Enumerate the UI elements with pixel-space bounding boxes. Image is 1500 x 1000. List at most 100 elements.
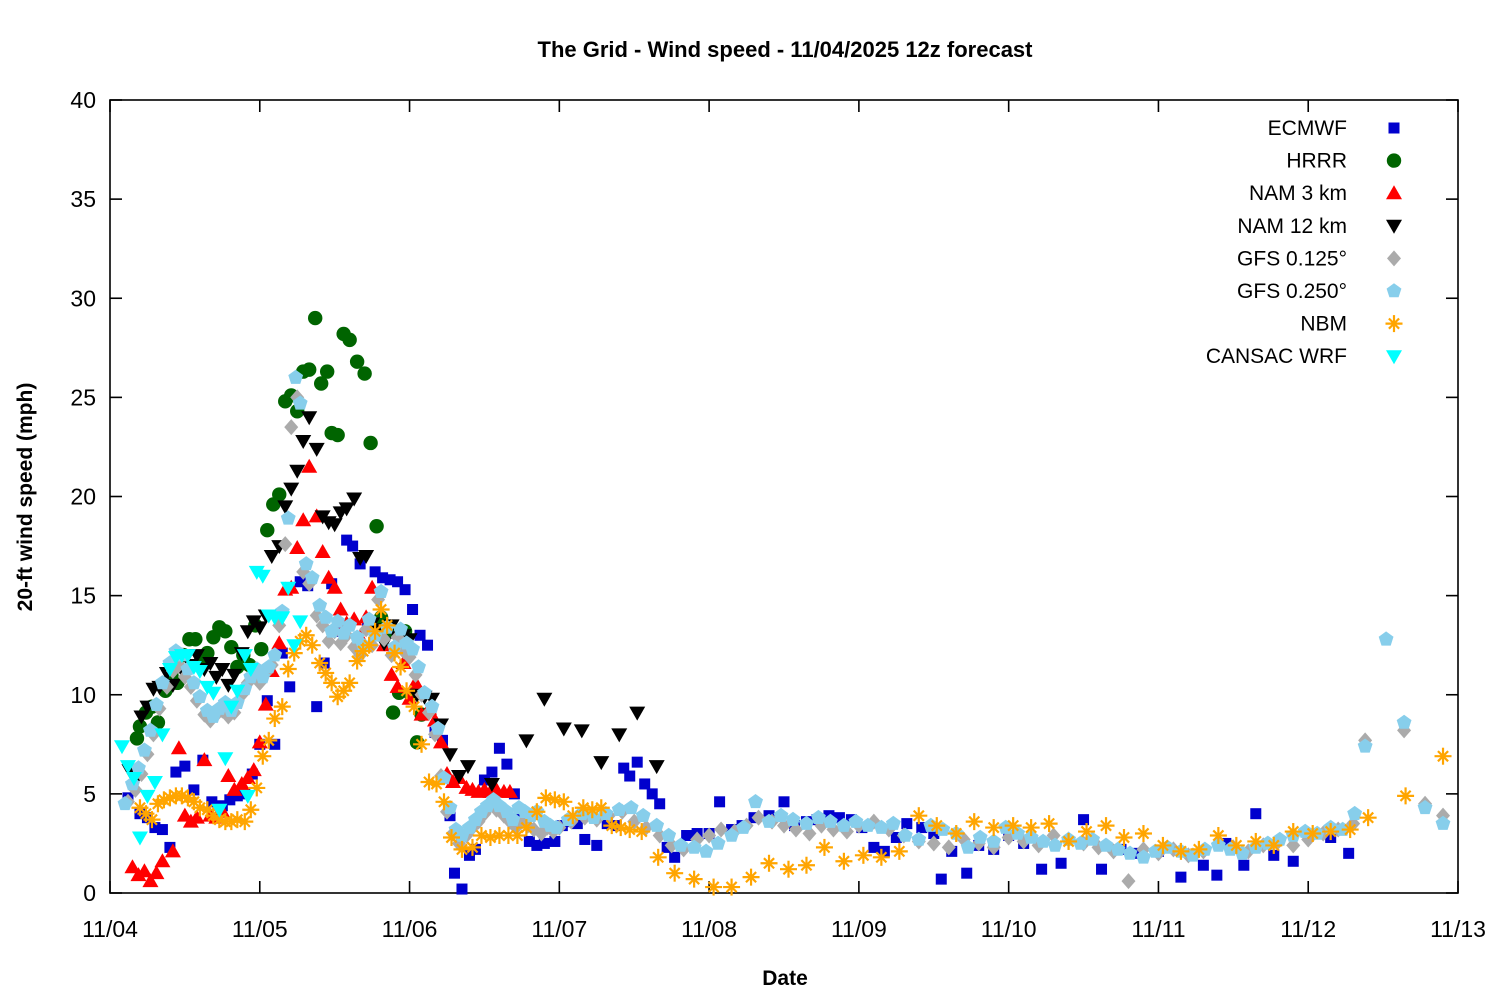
data-point-marker bbox=[330, 613, 346, 628]
x-tick-label: 11/12 bbox=[1280, 916, 1336, 942]
data-point-marker bbox=[878, 845, 890, 857]
legend-item-nam-12-km: NAM 12 km bbox=[1237, 215, 1402, 238]
data-point-marker bbox=[154, 853, 171, 868]
data-point-marker bbox=[448, 867, 460, 879]
data-point-marker bbox=[686, 839, 702, 854]
data-point-marker bbox=[618, 762, 630, 774]
data-point-marker bbox=[1220, 837, 1232, 849]
data-point-marker bbox=[1023, 829, 1039, 844]
x-tick-label: 11/07 bbox=[531, 916, 587, 942]
data-point-marker bbox=[782, 863, 795, 876]
y-tick-label: 40 bbox=[70, 87, 96, 113]
data-point-marker bbox=[1043, 817, 1055, 830]
data-point-marker bbox=[188, 784, 200, 796]
data-point-marker bbox=[960, 839, 976, 854]
data-point-marker bbox=[972, 829, 988, 844]
data-point-marker bbox=[928, 828, 940, 840]
data-point-marker bbox=[635, 825, 648, 838]
data-point-marker bbox=[124, 859, 141, 874]
data-point-marker bbox=[217, 752, 234, 767]
data-point-marker bbox=[326, 518, 343, 533]
data-point-marker bbox=[300, 629, 313, 642]
data-point-marker bbox=[1157, 839, 1169, 852]
data-point-marker bbox=[911, 831, 927, 846]
data-point-marker bbox=[586, 803, 599, 816]
data-point-marker bbox=[269, 738, 281, 750]
data-point-marker bbox=[1080, 825, 1093, 838]
data-point-marker bbox=[1047, 837, 1063, 852]
y-axis-title: 20-ft wind speed (mph) bbox=[14, 383, 37, 612]
data-point-marker bbox=[343, 676, 356, 689]
data-point-marker bbox=[314, 544, 331, 559]
data-point-marker bbox=[292, 395, 308, 410]
data-point-marker bbox=[129, 731, 145, 746]
data-point-marker bbox=[868, 841, 880, 853]
data-point-marker bbox=[646, 788, 658, 800]
data-point-marker bbox=[1096, 863, 1108, 875]
legend-label: NAM 12 km bbox=[1237, 215, 1347, 238]
data-point-marker bbox=[688, 873, 701, 885]
data-point-marker bbox=[346, 492, 363, 507]
data-point-marker bbox=[154, 728, 171, 743]
data-point-marker bbox=[1306, 827, 1319, 840]
data-point-marker bbox=[271, 635, 288, 650]
y-tick-label: 25 bbox=[70, 384, 96, 410]
data-point-marker bbox=[1386, 219, 1402, 234]
series-nam-12-km bbox=[121, 411, 665, 792]
data-point-marker bbox=[1238, 859, 1250, 871]
data-point-marker bbox=[202, 657, 219, 672]
data-point-marker bbox=[226, 668, 243, 683]
data-point-marker bbox=[1388, 317, 1400, 330]
data-point-marker bbox=[1098, 837, 1114, 852]
data-point-marker bbox=[459, 760, 476, 775]
data-point-marker bbox=[251, 621, 268, 636]
data-point-marker bbox=[848, 813, 864, 828]
data-point-marker bbox=[710, 835, 726, 850]
data-point-marker bbox=[319, 667, 332, 679]
data-point-marker bbox=[577, 801, 590, 814]
data-point-marker bbox=[311, 701, 323, 713]
data-point-marker bbox=[320, 569, 337, 584]
data-point-marker bbox=[987, 821, 1000, 834]
data-point-marker bbox=[244, 803, 257, 816]
data-point-marker bbox=[373, 583, 389, 598]
data-point-marker bbox=[242, 662, 259, 677]
data-point-marker bbox=[523, 835, 535, 847]
data-point-marker bbox=[125, 772, 142, 787]
data-point-marker bbox=[493, 829, 506, 842]
y-tick-label: 10 bbox=[70, 682, 96, 708]
legend-item-hrrr: HRRR bbox=[1286, 150, 1402, 173]
data-point-marker bbox=[119, 760, 136, 775]
data-point-marker bbox=[605, 819, 618, 832]
data-point-marker bbox=[284, 681, 296, 693]
data-point-marker bbox=[304, 570, 320, 585]
y-tick-label: 30 bbox=[70, 285, 96, 311]
data-point-marker bbox=[164, 843, 181, 858]
data-point-marker bbox=[313, 657, 326, 669]
data-point-marker bbox=[149, 822, 161, 834]
data-point-marker bbox=[383, 666, 400, 681]
data-point-marker bbox=[313, 376, 329, 391]
data-point-marker bbox=[239, 789, 256, 804]
data-point-marker bbox=[1386, 153, 1402, 168]
data-point-marker bbox=[1250, 808, 1262, 820]
data-point-marker bbox=[714, 796, 726, 808]
data-point-marker bbox=[274, 611, 291, 626]
data-point-marker bbox=[901, 818, 913, 830]
data-point-marker bbox=[548, 819, 564, 834]
data-point-marker bbox=[188, 809, 205, 824]
data-point-marker bbox=[761, 813, 777, 828]
data-point-marker bbox=[1211, 869, 1223, 881]
data-point-marker bbox=[220, 768, 237, 783]
data-point-marker bbox=[935, 873, 947, 885]
axes: 11/04 11/05 11/06 11/07 11/08 11/09 11/10 11/11… bbox=[70, 87, 1486, 942]
data-point-marker bbox=[413, 706, 430, 721]
y-tick-label: 15 bbox=[70, 583, 96, 609]
data-point-marker bbox=[1007, 819, 1020, 832]
data-point-marker bbox=[156, 824, 168, 836]
data-point-marker bbox=[748, 794, 763, 809]
data-point-marker bbox=[369, 566, 381, 578]
data-point-marker bbox=[778, 796, 790, 808]
data-point-marker bbox=[133, 710, 150, 725]
data-point-marker bbox=[702, 827, 717, 844]
